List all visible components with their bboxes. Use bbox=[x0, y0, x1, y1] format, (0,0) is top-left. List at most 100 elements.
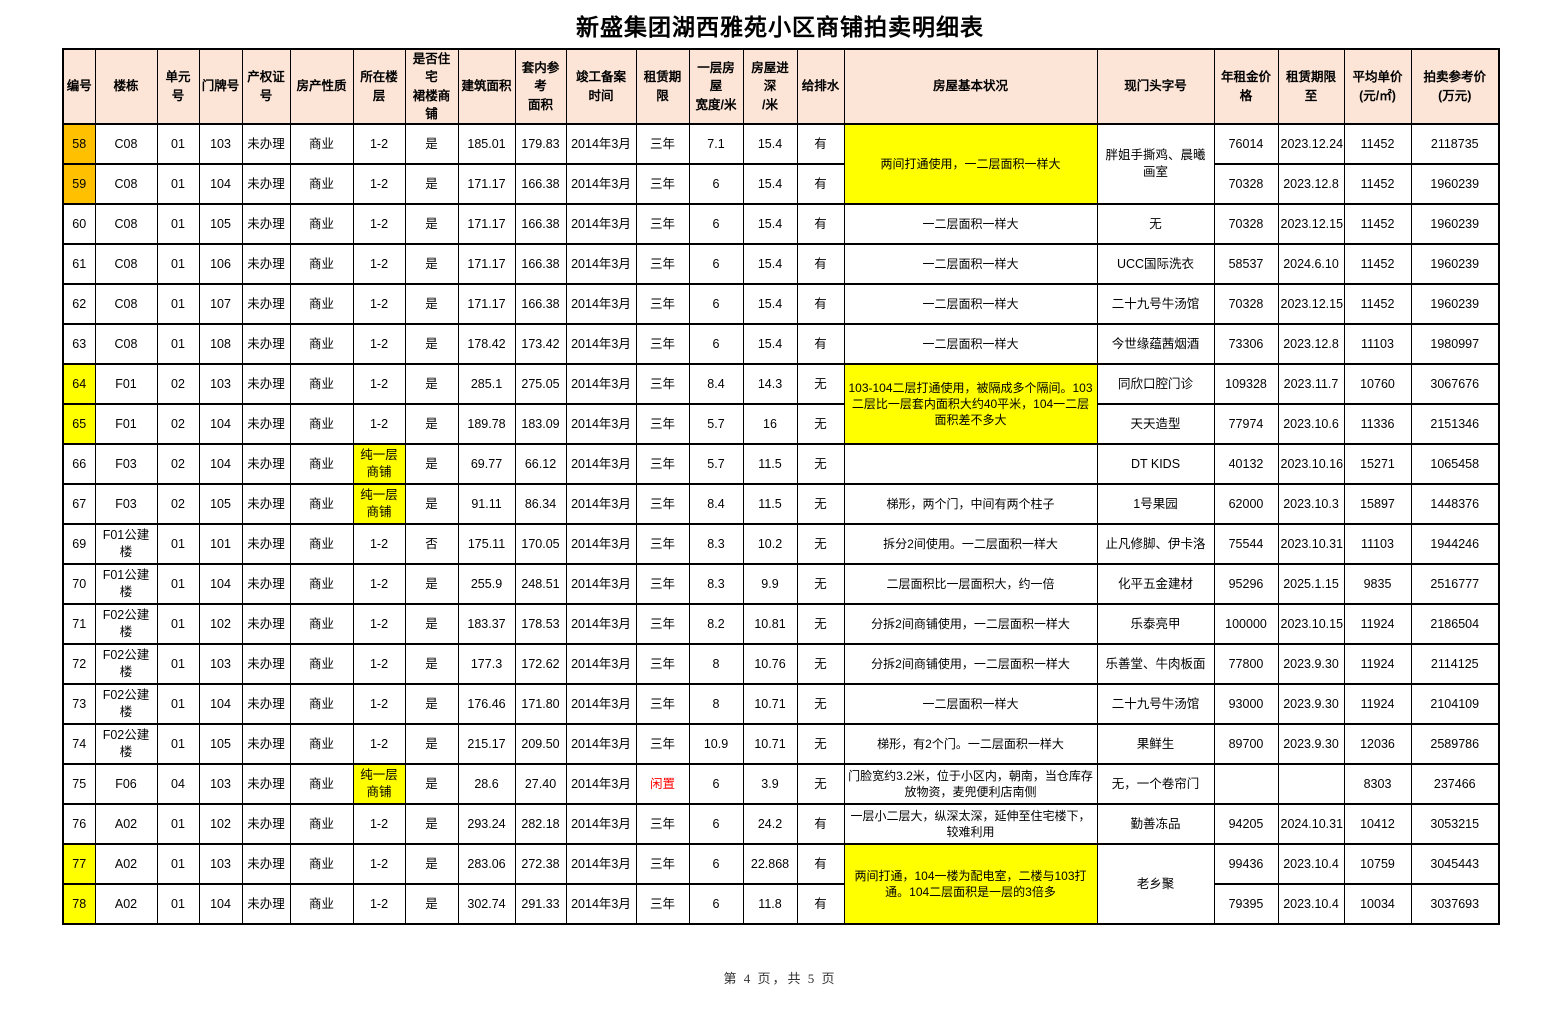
cell-width: 6 bbox=[688, 883, 744, 925]
cell-cert: 未办理 bbox=[241, 603, 291, 645]
cell-until: 2023.10.4 bbox=[1277, 883, 1345, 925]
cell-no: 58 bbox=[62, 123, 96, 165]
cell-area: 69.77 bbox=[457, 443, 516, 485]
cell-rent: 99436 bbox=[1213, 843, 1279, 885]
cell-no: 60 bbox=[62, 203, 96, 245]
cell-nature: 商业 bbox=[289, 763, 354, 805]
cell-ref: 237466 bbox=[1410, 763, 1500, 805]
cell-lease: 三年 bbox=[635, 843, 690, 885]
table-row: 60 C08 01 105 未办理 商业 1-2 是 171.17 166.38 2014年3月 三年… bbox=[62, 203, 1500, 245]
cell-no: 77 bbox=[62, 843, 96, 885]
cell-completion: 2014年3月 bbox=[565, 763, 637, 805]
cell-depth: 24.2 bbox=[742, 803, 798, 845]
cell-floor: 1-2 bbox=[352, 603, 406, 645]
cell-ref: 2516777 bbox=[1410, 563, 1500, 605]
cell-width: 5.7 bbox=[688, 403, 744, 445]
cell-inner: 209.50 bbox=[514, 723, 567, 765]
cell-door: 103 bbox=[198, 123, 243, 165]
cell-unit: 01 bbox=[156, 243, 200, 285]
cell-sign: 化平五金建材 bbox=[1096, 563, 1215, 605]
cell-ref: 2589786 bbox=[1410, 723, 1500, 765]
cell-avg: 12036 bbox=[1343, 723, 1412, 765]
cell-door: 104 bbox=[198, 443, 243, 485]
cell-condition: 门脸宽约3.2米，位于小区内，朝南，当仓库存放物资，麦兜便利店南侧 bbox=[843, 763, 1098, 805]
cell-area: 293.24 bbox=[457, 803, 516, 845]
cell-condition: 一二层面积一样大 bbox=[843, 203, 1098, 245]
cell-ref: 1960239 bbox=[1410, 163, 1500, 205]
cell-building: F02公建楼 bbox=[94, 603, 158, 645]
cell-no: 70 bbox=[62, 563, 96, 605]
cell-avg: 11452 bbox=[1343, 243, 1412, 285]
cell-door: 104 bbox=[198, 163, 243, 205]
cell-cert: 未办理 bbox=[241, 523, 291, 565]
table-row: 65 F01 02 104 未办理 商业 1-2 是 189.78 183.09 2014年3月 三年… bbox=[62, 403, 1500, 445]
cell-width: 8.4 bbox=[688, 363, 744, 405]
table-row: 70 F01公建楼 01 104 未办理 商业 1-2 是 255.9 248.51 2014年3月… bbox=[62, 563, 1500, 605]
cell-podium: 是 bbox=[404, 563, 459, 605]
column-header-completion: 竣工备案 时间 bbox=[565, 48, 637, 125]
cell-completion: 2014年3月 bbox=[565, 603, 637, 645]
cell-building: A02 bbox=[94, 843, 158, 885]
cell-sign: DT KIDS bbox=[1096, 443, 1215, 485]
cell-avg: 11103 bbox=[1343, 323, 1412, 365]
cell-podium: 是 bbox=[404, 443, 459, 485]
cell-width: 6 bbox=[688, 763, 744, 805]
cell-area: 28.6 bbox=[457, 763, 516, 805]
cell-avg: 11452 bbox=[1343, 203, 1412, 245]
cell-inner: 178.53 bbox=[514, 603, 567, 645]
cell-rent: 73306 bbox=[1213, 323, 1279, 365]
cell-cert: 未办理 bbox=[241, 163, 291, 205]
cell-until: 2023.10.6 bbox=[1277, 403, 1345, 445]
cell-unit: 01 bbox=[156, 643, 200, 685]
cell-condition: 一二层面积一样大 bbox=[843, 243, 1098, 285]
cell-rent: 109328 bbox=[1213, 363, 1279, 405]
cell-completion: 2014年3月 bbox=[565, 803, 637, 845]
cell-no: 78 bbox=[62, 883, 96, 925]
cell-no: 66 bbox=[62, 443, 96, 485]
cell-rent bbox=[1213, 763, 1279, 805]
cell-drain: 无 bbox=[796, 723, 845, 765]
cell-width: 8.3 bbox=[688, 523, 744, 565]
table-header: 编号 楼栋 单元号 门牌号 产权证号 房产性质 所在楼层 是否住宅 裙楼商铺 建筑面积 套内参考 … bbox=[62, 48, 1500, 125]
column-header-condition: 房屋基本状况 bbox=[843, 48, 1098, 125]
cell-podium: 是 bbox=[404, 363, 459, 405]
cell-area: 171.17 bbox=[457, 283, 516, 325]
cell-completion: 2014年3月 bbox=[565, 523, 637, 565]
cell-completion: 2014年3月 bbox=[565, 483, 637, 525]
cell-sign: 止凡修脚、伊卡洛 bbox=[1096, 523, 1215, 565]
cell-nature: 商业 bbox=[289, 163, 354, 205]
cell-podium: 是 bbox=[404, 803, 459, 845]
cell-podium: 是 bbox=[404, 203, 459, 245]
cell-building: F03 bbox=[94, 483, 158, 525]
column-header-no: 编号 bbox=[62, 48, 96, 125]
cell-unit: 01 bbox=[156, 523, 200, 565]
cell-ref: 1448376 bbox=[1410, 483, 1500, 525]
cell-drain: 无 bbox=[796, 363, 845, 405]
cell-floor: 1-2 bbox=[352, 523, 406, 565]
cell-ref: 3037693 bbox=[1410, 883, 1500, 925]
cell-width: 6 bbox=[688, 803, 744, 845]
cell-drain: 有 bbox=[796, 883, 845, 925]
cell-depth: 10.71 bbox=[742, 683, 798, 725]
cell-no: 62 bbox=[62, 283, 96, 325]
cell-inner: 166.38 bbox=[514, 243, 567, 285]
table-row: 61 C08 01 106 未办理 商业 1-2 是 171.17 166.38 2014年3月 三年… bbox=[62, 243, 1500, 285]
cell-podium: 是 bbox=[404, 283, 459, 325]
cell-lease: 三年 bbox=[635, 363, 690, 405]
cell-floor: 1-2 bbox=[352, 403, 406, 445]
cell-door: 107 bbox=[198, 283, 243, 325]
column-header-lease: 租赁期限 bbox=[635, 48, 690, 125]
cell-depth: 10.81 bbox=[742, 603, 798, 645]
cell-podium: 是 bbox=[404, 883, 459, 925]
cell-area: 171.17 bbox=[457, 203, 516, 245]
cell-rent: 75544 bbox=[1213, 523, 1279, 565]
cell-podium: 是 bbox=[404, 843, 459, 885]
cell-drain: 有 bbox=[796, 803, 845, 845]
cell-building: C08 bbox=[94, 243, 158, 285]
cell-door: 103 bbox=[198, 843, 243, 885]
cell-drain: 无 bbox=[796, 563, 845, 605]
cell-door: 104 bbox=[198, 683, 243, 725]
cell-cert: 未办理 bbox=[241, 803, 291, 845]
cell-no: 75 bbox=[62, 763, 96, 805]
cell-lease: 三年 bbox=[635, 163, 690, 205]
